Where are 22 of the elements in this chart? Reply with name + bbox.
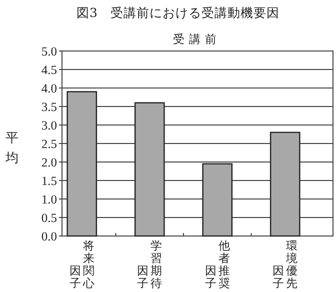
x-tick-label: 他者推奨因子 (204, 238, 230, 290)
y-tick-label: 2.5 (41, 137, 57, 151)
chart-title: 図3 受講前における受講動機要因 (76, 5, 280, 20)
bar (134, 102, 165, 237)
y-tick-label: 4.0 (41, 82, 57, 96)
y-tick-label: 3.5 (41, 100, 57, 114)
bar (66, 91, 98, 237)
y-tick-label: 3.0 (41, 118, 57, 132)
y-tick-label: 4.5 (41, 63, 57, 77)
bar (202, 163, 233, 237)
bar (270, 132, 300, 237)
x-tick-label: 環境優先因子 (272, 238, 298, 290)
y-tick-label: 1.0 (41, 192, 57, 206)
y-axis-title: 平均 (4, 131, 18, 166)
chart-subtitle: 受講前 (173, 32, 221, 46)
x-tick-label: 将来関心因子 (69, 238, 95, 290)
y-tick-label: 0.5 (41, 211, 57, 225)
x-tick-label: 学習期待因子 (137, 238, 163, 290)
y-tick-label: 1.5 (41, 174, 57, 188)
y-tick-label: 2.0 (41, 156, 57, 170)
y-tick-label: 5.0 (41, 44, 57, 58)
y-tick-label: 0.0 (41, 230, 57, 244)
